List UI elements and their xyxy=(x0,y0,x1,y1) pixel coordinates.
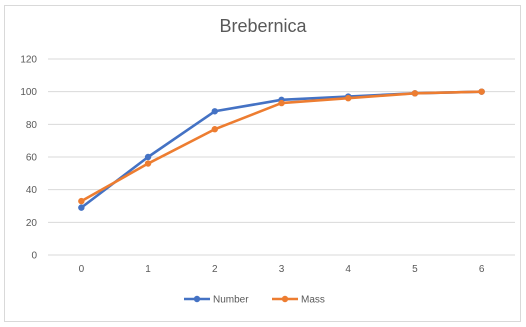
y-tick-label-120: 120 xyxy=(20,55,37,66)
data-point-mass-3 xyxy=(278,99,285,107)
series-line-mass xyxy=(80,90,483,203)
series-line-number xyxy=(80,90,483,209)
data-point-number-1 xyxy=(144,153,152,161)
chart-title: Brebernica xyxy=(219,16,307,36)
y-tick-label-80: 80 xyxy=(26,120,38,131)
x-tick-label-3: 3 xyxy=(279,264,285,275)
x-tick-label-4: 4 xyxy=(345,264,351,275)
series-layer xyxy=(78,88,485,211)
y-tick-label-100: 100 xyxy=(20,87,37,98)
data-point-mass-6 xyxy=(478,88,485,95)
data-point-mass-5 xyxy=(411,90,419,97)
x-tick-label-1: 1 xyxy=(145,264,151,275)
data-point-mass-2 xyxy=(211,126,218,133)
x-tick-label-6: 6 xyxy=(479,264,485,275)
data-point-mass-4 xyxy=(345,95,352,102)
legend-label-mass: Mass xyxy=(301,295,325,306)
y-axis-tick-labels: 0 20 40 60 80 100 120 xyxy=(20,55,37,262)
chart-frame xyxy=(4,5,521,322)
x-tick-label-5: 5 xyxy=(412,264,418,275)
y-tick-label-20: 20 xyxy=(26,218,38,229)
data-point-mass-1 xyxy=(144,160,152,167)
y-tick-label-40: 40 xyxy=(26,185,38,196)
y-tick-label-60: 60 xyxy=(26,153,38,164)
gridlines xyxy=(48,58,515,256)
x-axis-tick-labels: 0 1 2 3 4 5 6 xyxy=(79,264,485,275)
x-tick-label-2: 2 xyxy=(212,264,218,275)
data-point-mass-0 xyxy=(78,197,85,205)
legend-marker-mass xyxy=(281,295,289,303)
x-tick-label-0: 0 xyxy=(79,264,85,275)
legend-marker-number xyxy=(193,295,201,303)
y-tick-label-0: 0 xyxy=(31,251,37,262)
legend-label-number: Number xyxy=(213,295,249,306)
data-point-number-2 xyxy=(211,108,218,115)
data-point-number-0 xyxy=(78,204,85,211)
legend: Number Mass xyxy=(184,295,325,306)
